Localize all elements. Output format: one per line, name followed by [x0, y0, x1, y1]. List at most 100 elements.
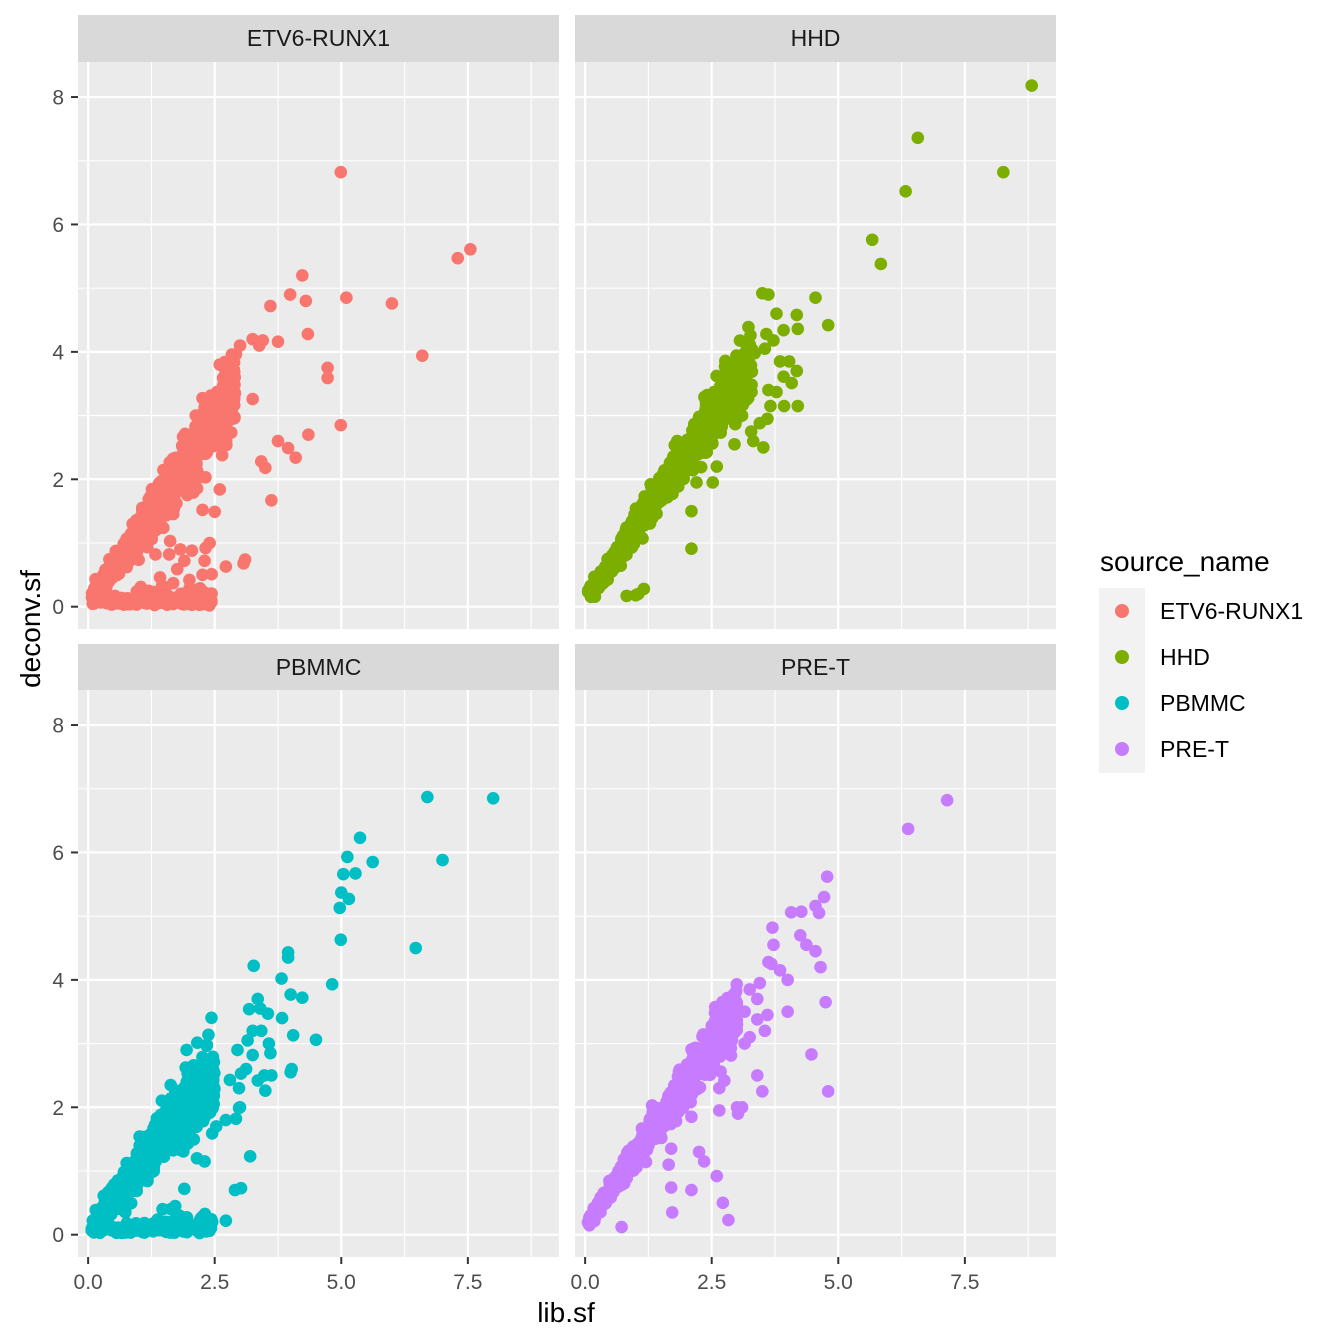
data-point — [132, 553, 145, 567]
data-point — [722, 1213, 735, 1227]
data-point — [265, 1069, 278, 1082]
data-point — [742, 320, 755, 334]
data-point — [791, 399, 805, 413]
data-point — [341, 850, 354, 864]
data-point — [366, 855, 379, 869]
data-point — [680, 1058, 694, 1071]
data-point — [738, 358, 751, 372]
data-point — [142, 584, 156, 598]
data-point — [753, 416, 767, 430]
data-point — [137, 1147, 150, 1160]
data-point — [186, 1109, 200, 1123]
data-point — [197, 1111, 211, 1125]
data-point — [166, 576, 180, 590]
data-point — [706, 437, 719, 450]
data-point — [781, 973, 794, 987]
data-point — [436, 853, 449, 867]
data-point — [285, 1062, 298, 1076]
data-point — [738, 1005, 751, 1019]
data-point — [582, 1216, 595, 1229]
data-point — [819, 995, 832, 1009]
data-point — [97, 1189, 111, 1203]
data-point — [716, 410, 729, 424]
data-point — [713, 1104, 726, 1117]
data-point — [685, 504, 698, 518]
data-point — [141, 1161, 155, 1175]
data-point — [710, 1169, 724, 1183]
data-point — [664, 1142, 678, 1155]
data-point — [289, 451, 303, 464]
data-point — [117, 598, 131, 612]
data-point — [271, 335, 285, 348]
data-point — [631, 1144, 645, 1158]
data-point — [223, 1073, 237, 1087]
data-point — [606, 1179, 620, 1193]
data-point — [707, 427, 721, 441]
data-point — [777, 399, 791, 413]
data-point — [219, 1214, 233, 1227]
data-point — [162, 548, 176, 561]
data-point — [781, 1005, 794, 1019]
data-point — [758, 342, 772, 355]
data-point — [773, 964, 787, 977]
data-point — [761, 1008, 774, 1022]
x-axis-right-column: 0.0 2.5 5.0 7.5 — [571, 1257, 979, 1294]
data-point — [204, 595, 218, 608]
data-point — [183, 573, 196, 587]
data-point — [229, 348, 243, 361]
facet-strip — [78, 15, 559, 62]
data-point — [620, 589, 633, 603]
data-point — [409, 941, 423, 955]
data-point — [675, 1089, 689, 1102]
data-point — [246, 392, 259, 406]
facet-panel-etv6-runx1: ETV6-RUNX1 — [78, 15, 559, 629]
data-point — [451, 251, 465, 265]
data-point — [790, 308, 804, 322]
data-point — [770, 307, 783, 320]
data-point — [812, 906, 826, 920]
data-point — [715, 1031, 729, 1044]
data-point — [702, 1029, 716, 1043]
data-point — [275, 972, 288, 985]
data-point — [665, 1206, 679, 1219]
y-tick-label: 6 — [52, 842, 64, 865]
legend-key-pbmmc — [1115, 696, 1129, 710]
data-point — [281, 441, 295, 455]
data-point — [791, 322, 805, 336]
data-point — [232, 1101, 246, 1115]
data-point — [98, 1223, 111, 1236]
gridlines — [575, 690, 1056, 1257]
data-point — [208, 1066, 221, 1080]
data-point — [746, 434, 760, 448]
facet-panel-hhd: HHD — [575, 15, 1056, 629]
data-point — [166, 591, 179, 605]
data-point — [187, 1133, 201, 1146]
data-point — [321, 371, 334, 385]
data-point — [638, 490, 651, 503]
data-point — [206, 1050, 220, 1064]
data-point — [723, 1046, 736, 1060]
data-point — [731, 1107, 745, 1120]
data-point — [486, 792, 500, 805]
x-tick-label: 0.0 — [571, 1271, 600, 1294]
data-point — [160, 478, 174, 492]
x-tick-label: 7.5 — [453, 1271, 482, 1294]
data-point — [199, 447, 213, 460]
y-axis-bottom-row: 0 2 4 6 8 — [52, 715, 78, 1247]
data-point — [713, 380, 727, 393]
data-point — [177, 1211, 190, 1224]
data-point — [600, 1190, 614, 1204]
data-point — [299, 294, 313, 308]
data-point — [295, 991, 309, 1005]
data-point — [198, 1155, 211, 1168]
data-point — [265, 494, 278, 507]
data-point — [911, 131, 925, 145]
data-point — [111, 1221, 125, 1234]
x-tick-label: 2.5 — [697, 1271, 726, 1294]
data-point — [821, 318, 835, 332]
data-point — [762, 288, 775, 301]
data-point — [615, 1220, 628, 1234]
data-point — [185, 544, 199, 557]
data-point — [264, 1046, 277, 1060]
data-point — [213, 358, 227, 371]
